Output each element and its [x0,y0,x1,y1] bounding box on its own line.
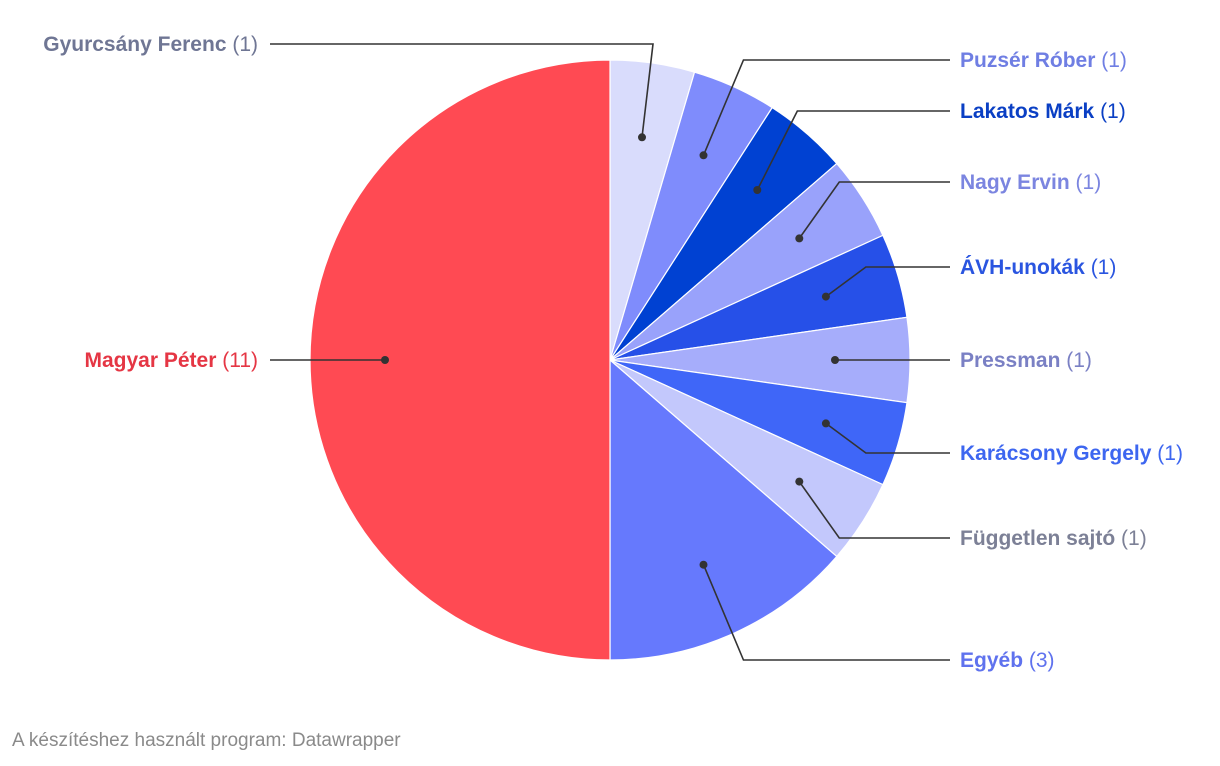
slice-label-name: Pressman [960,349,1060,372]
slice-label-count: (1) [1060,349,1092,372]
leader-dot-magyar-peter [381,356,389,364]
leader-line-karacsony-gergely [825,422,950,454]
slice-label-name: ÁVH-unokák [960,256,1085,279]
slice-label-pressman: Pressman (1) [960,349,1092,372]
leader-line-fuggetlen-sajto [798,481,950,539]
slice-label-name: Egyéb [960,649,1023,672]
slice-label-avh-unokak: ÁVH-unokák (1) [960,256,1116,279]
slice-label-count: (1) [1085,256,1117,279]
slice-label-name: Magyar Péter [84,349,216,372]
leader-dot-gyurcsany-ferenc [638,133,646,142]
leader-dot-egyeb [699,560,708,569]
leader-lines [270,43,950,661]
slice-label-count: (1) [227,33,259,56]
slice-label-count: (3) [1023,649,1055,672]
leader-dot-lakatos-mark [753,186,762,194]
slice-label-puzser-rober: Puzsér Róber (1) [960,49,1127,72]
slice-label-fuggetlen-sajto: Független sajtó (1) [960,527,1147,550]
pie-slices [309,59,911,661]
leader-line-nagy-ervin [798,181,950,239]
slice-label-name: Független sajtó [960,527,1115,550]
leader-dot-pressman [831,356,839,364]
pie-slice-egyeb [609,358,838,661]
slice-label-count: (1) [1151,442,1183,465]
leader-line-puzser-rober [702,59,950,156]
credit-footer: A készítéshez használt program: Datawrap… [12,730,401,751]
slice-label-name: Gyurcsány Ferenc [43,33,227,56]
leader-dot-fuggetlen-sajto [795,477,804,486]
slice-label-count: (1) [1095,49,1127,72]
leader-dot-puzser-rober [699,151,708,160]
leader-line-gyurcsany-ferenc [270,43,654,138]
slice-label-name: Karácsony Gergely [960,442,1152,465]
slice-label-egyeb: Egyéb (3) [960,649,1055,672]
slice-label-count: (1) [1115,527,1147,550]
slice-label-name: Lakatos Márk [960,100,1095,123]
leader-line-lakatos-mark [756,110,950,191]
slice-label-lakatos-mark: Lakatos Márk (1) [960,100,1126,123]
slice-label-karacsony-gergely: Karácsony Gergely (1) [960,442,1183,465]
slice-label-gyurcsany-ferenc: Gyurcsány Ferenc (1) [43,33,258,56]
slice-label-magyar-peter: Magyar Péter (11) [84,349,258,372]
leader-line-avh-unokak [825,266,950,298]
leader-line-egyeb [702,564,950,661]
slice-label-nagy-ervin: Nagy Ervin (1) [960,171,1101,194]
slice-label-count: (1) [1094,100,1126,123]
leader-dot-nagy-ervin [795,234,804,243]
leader-dot-avh-unokak [821,292,830,301]
slice-label-count: (1) [1070,171,1102,194]
slice-label-count: (11) [216,349,258,372]
slice-labels: Gyurcsány Ferenc (1)Puzsér Róber (1)Laka… [43,33,1183,672]
slice-label-name: Nagy Ervin [960,171,1070,194]
leader-dot-karacsony-gergely [821,419,830,428]
slice-label-name: Puzsér Róber [960,49,1095,72]
